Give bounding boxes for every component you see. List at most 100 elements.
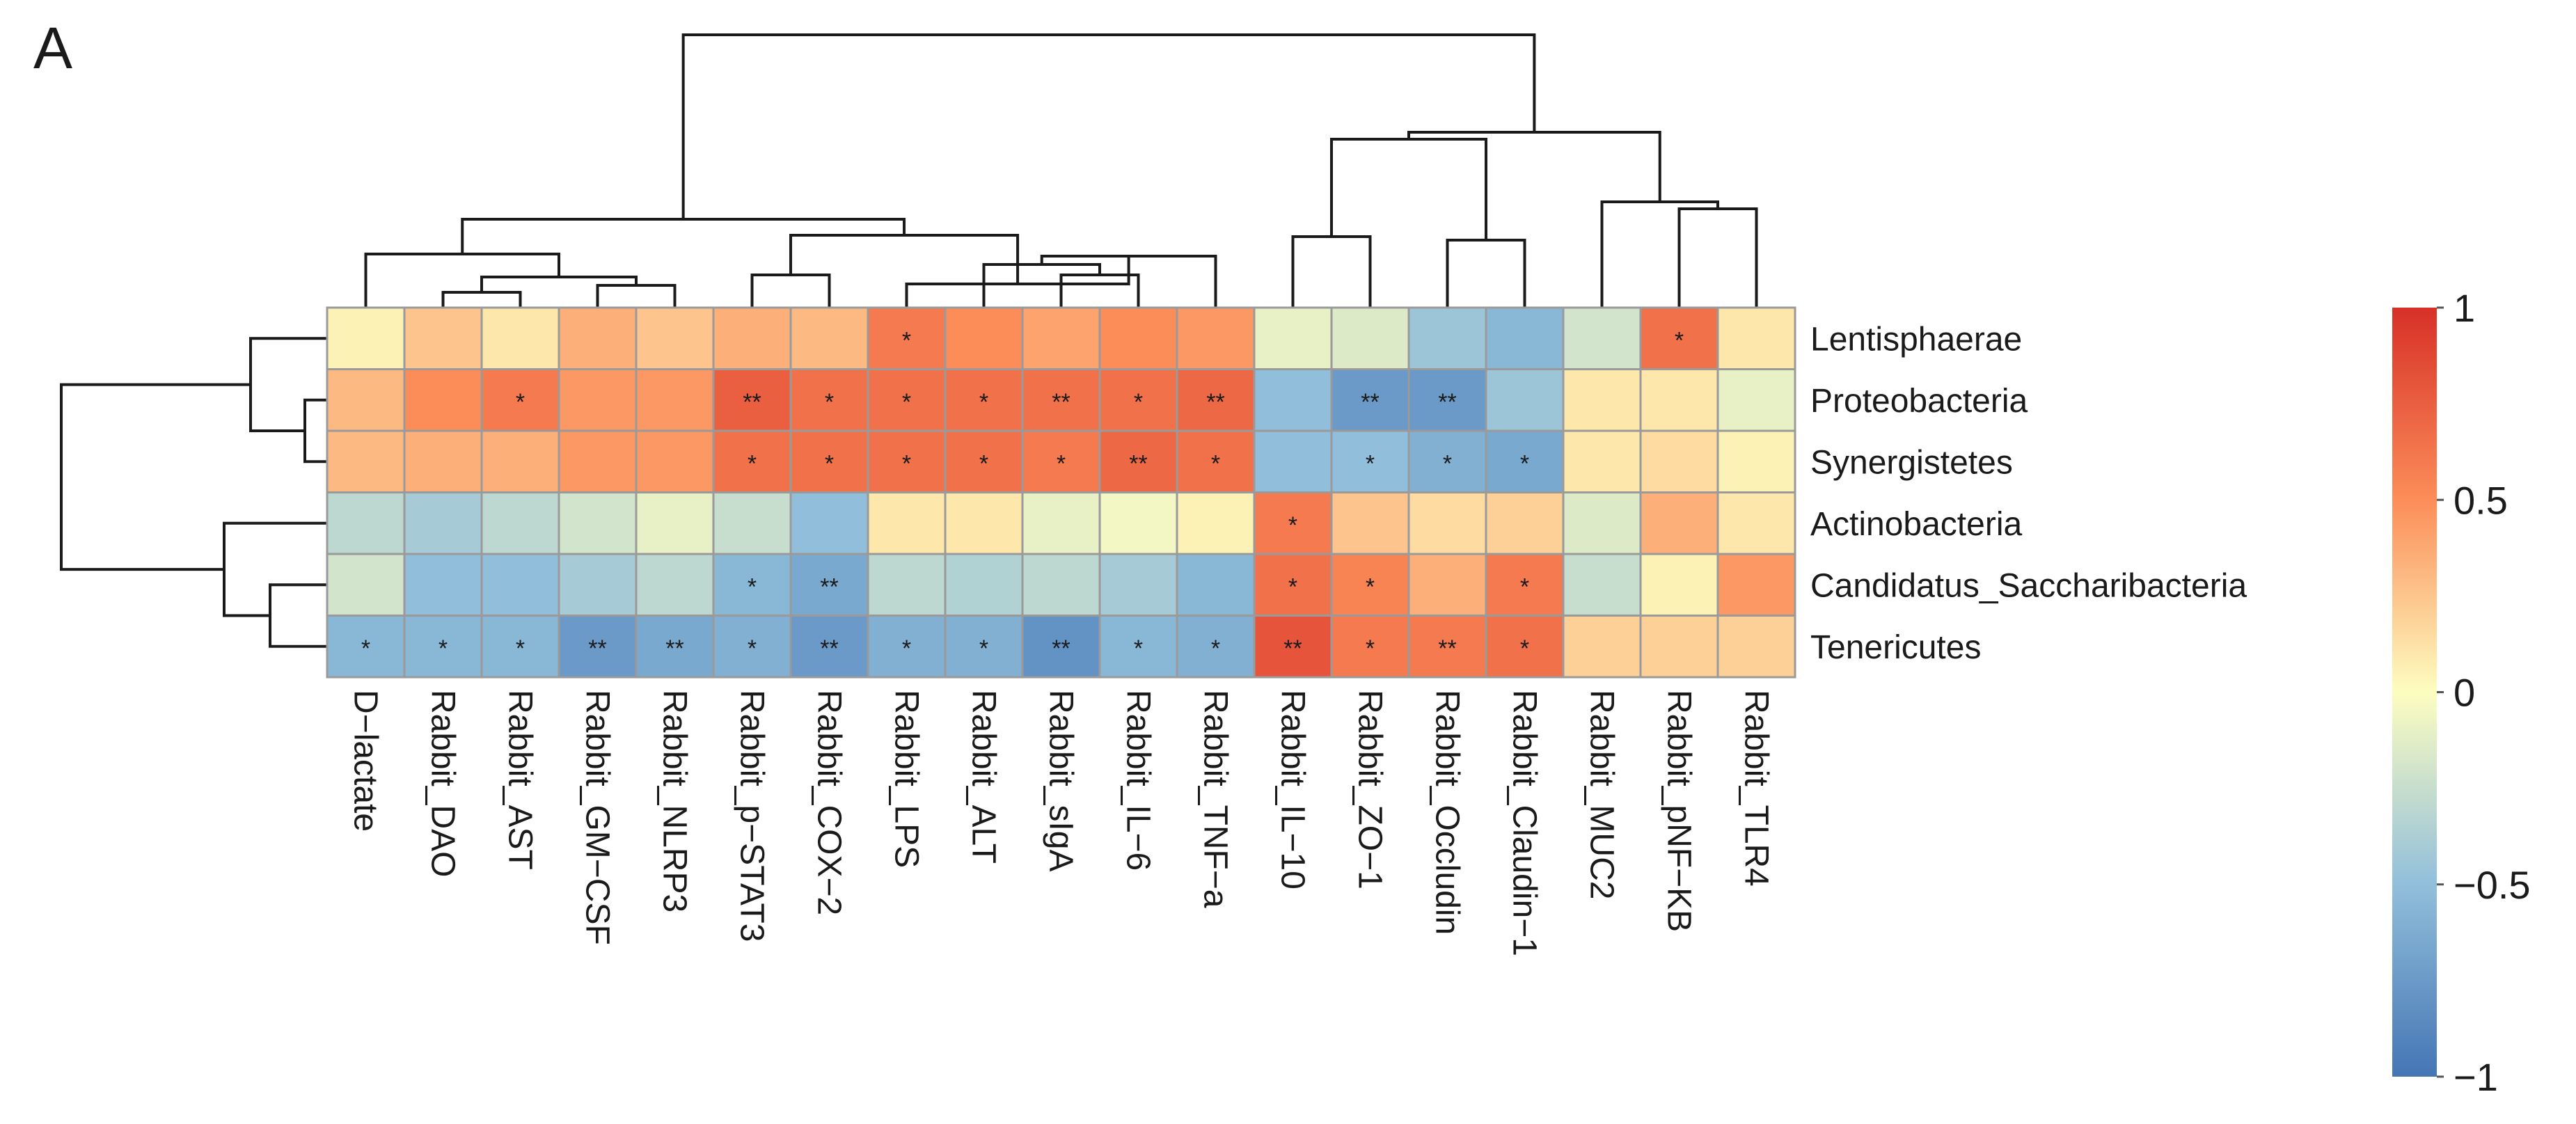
significance-star: * [1288,512,1297,539]
heatmap-cell [1639,491,1719,555]
heatmap-cell [1485,615,1565,679]
heatmap-cell [558,491,638,555]
heatmap-cell [1716,368,1796,432]
column-label: Rabbit_AST [502,690,539,870]
colorbar-tick-label: 1 [2453,286,2475,330]
significance-star: * [902,635,911,662]
heatmap-cell [480,491,560,555]
heatmap-cell [789,368,869,432]
row-label: Actinobacteria [1810,506,2022,543]
column-label: Rabbit_sIgA [1043,690,1080,872]
heatmap-cell [1716,306,1796,370]
significance-star: ** [1283,635,1302,662]
significance-star: ** [743,389,761,415]
heatmap-cell [1330,368,1410,432]
significance-star: * [1057,450,1066,477]
heatmap-cell [1485,553,1565,617]
column-dendrogram-branch [1330,138,1487,240]
column-label: Rabbit_p−STAT3 [734,690,771,942]
significance-star: ** [1129,450,1147,477]
heatmap-cell [1253,553,1333,617]
significance-star: * [361,635,370,662]
significance-star: * [1366,573,1375,600]
column-label: Rabbit_NLRP3 [656,690,693,912]
column-label: Rabbit_COX−2 [811,690,848,915]
row-dendrogram [60,337,327,648]
heatmap-cell [480,429,560,493]
heatmap-cell [403,615,483,679]
heatmap-cell [1562,368,1642,432]
heatmap-cell [1639,615,1719,679]
heatmap-cell [1330,491,1410,555]
significance-star: * [979,389,988,415]
heatmap-cell [1098,368,1178,432]
heatmap-cell [789,306,869,370]
significance-star: * [825,389,834,415]
panel-label: A [33,15,72,81]
heatmap-cell [1021,615,1101,679]
heatmap-cell [326,306,406,370]
heatmap-cell [326,615,406,679]
row-label: Proteobacteria [1810,383,2028,420]
heatmap-cell [403,491,483,555]
heatmap-cell [1562,615,1642,679]
significance-star: * [748,635,757,662]
heatmap-cell [1098,429,1178,493]
heatmap-cell [1176,306,1256,370]
heatmap-cell [1716,615,1796,679]
column-dendrogram-branch [364,253,560,308]
heatmap-cell [480,368,560,432]
significance-star: * [1134,389,1143,415]
heatmap-cell [1407,553,1487,617]
heatmap-cell [1716,429,1796,493]
heatmap-cell [1485,368,1565,432]
column-label: Rabbit_TLR4 [1738,690,1775,887]
significance-star: * [1520,635,1529,662]
significance-star: * [1134,635,1143,662]
column-dendrogram-branch [1600,200,1719,308]
column-label: Rabbit_IL−10 [1274,690,1311,889]
significance-star: ** [588,635,606,662]
column-label: Rabbit_GM−CSF [579,690,616,945]
heatmap-cell [1330,429,1410,493]
heatmap-cell [789,491,869,555]
heatmap-cell [1176,553,1256,617]
heatmap-cell [635,429,715,493]
heatmap-cell [1485,491,1565,555]
heatmap-cell [1562,429,1642,493]
heatmap-cell [558,615,638,679]
heatmap-cell [1639,368,1719,432]
heatmap-cell [326,553,406,617]
significance-star: * [516,635,525,662]
significance-star: ** [1438,635,1456,662]
heatmap-cell [867,553,947,617]
significance-star: * [1520,450,1529,477]
significance-star: * [1443,450,1452,477]
row-dendrogram-branch [223,521,327,617]
heatmap-cell [403,368,483,432]
significance-star: * [516,389,525,415]
column-label: Rabbit_MUC2 [1583,690,1620,899]
heatmap-cell [558,429,638,493]
heatmap-cell [944,553,1024,617]
heatmap-cell [1330,615,1410,679]
heatmap-cell [403,429,483,493]
heatmap-cell [944,429,1024,493]
significance-star: * [979,635,988,662]
heatmap-cell [1253,368,1333,432]
heatmap-cell [1407,429,1487,493]
significance-star: ** [1361,389,1379,415]
heatmap-cell [1176,491,1256,555]
heatmap-cell [635,553,715,617]
significance-star: * [902,327,911,354]
significance-star: ** [1052,635,1070,662]
heatmap-cell [1098,491,1178,555]
heatmap-cell [1639,553,1719,617]
column-dendrogram-branch [750,274,831,308]
row-dendrogram-branch [269,583,327,648]
significance-star: * [1288,573,1297,600]
heatmap-cell [558,553,638,617]
heatmap-cell [712,491,792,555]
column-label: D−lactate [347,690,384,832]
